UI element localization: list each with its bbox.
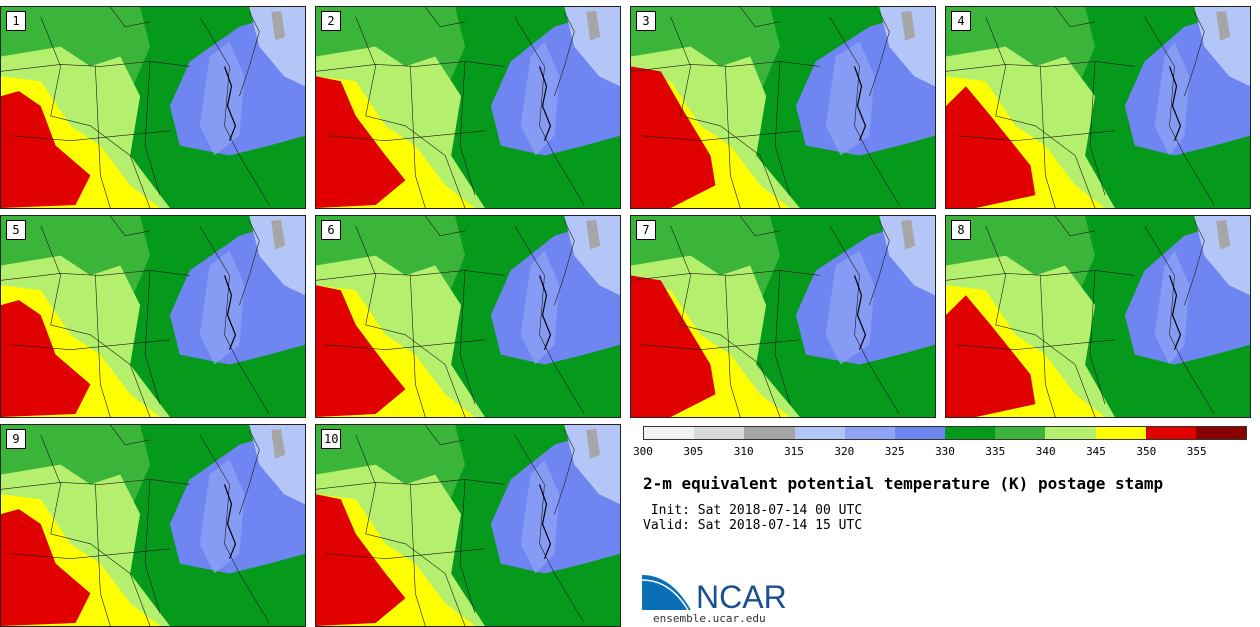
colorbar-tick-label: 355 xyxy=(1186,445,1207,458)
map-panel-7: 7 xyxy=(630,215,936,418)
colorbar-segment-310 xyxy=(744,427,795,439)
logo-text: NCAR xyxy=(696,579,787,612)
map-panel-2: 2 xyxy=(315,6,621,209)
colorbar-segment-350 xyxy=(1145,427,1196,439)
panel-number: 3 xyxy=(636,11,656,31)
colorbar-tick-label: 350 xyxy=(1136,445,1157,458)
colorbar-segment-320 xyxy=(844,427,895,439)
colorbar-tick-label: 305 xyxy=(683,445,704,458)
map-panel-10: 10 xyxy=(315,424,621,627)
panel-number: 8 xyxy=(951,220,971,240)
colorbar-tick-label: 340 xyxy=(1035,445,1056,458)
colorbar-segment-335 xyxy=(995,427,1046,439)
map-panel-8: 8 xyxy=(945,215,1251,418)
colorbar-segment-340 xyxy=(1045,427,1096,439)
colorbar-tick-label: 330 xyxy=(935,445,955,458)
colorbar-tick-label: 335 xyxy=(985,445,1006,458)
panel-number: 5 xyxy=(6,220,26,240)
init-time: Init: Sat 2018-07-14 00 UTC xyxy=(643,503,863,518)
colorbar-tick-label: 315 xyxy=(784,445,804,458)
panel-number: 2 xyxy=(321,11,341,31)
panel-number: 6 xyxy=(321,220,341,240)
colorbar-tick-label: 300 xyxy=(633,445,653,458)
colorbar-segment-345 xyxy=(1095,427,1146,439)
website-text: ensemble.ucar.edu xyxy=(653,612,766,625)
map-panel-9: 9 xyxy=(0,424,306,627)
colorbar-tick-label: 345 xyxy=(1086,445,1106,458)
map-panel-6: 6 xyxy=(315,215,621,418)
map-panel-4: 4 xyxy=(945,6,1251,209)
ncar-logo: NCAR xyxy=(642,573,787,612)
colorbar-segment-330 xyxy=(945,427,996,439)
figure-title: 2-m equivalent potential temperature (K)… xyxy=(643,474,1164,493)
colorbar-tick-label: 325 xyxy=(884,445,905,458)
panel-number: 4 xyxy=(951,11,971,31)
colorbar-segment-315 xyxy=(794,427,845,439)
colorbar-tick-label: 320 xyxy=(834,445,855,458)
map-panel-3: 3 xyxy=(630,6,936,209)
panel-number: 10 xyxy=(321,429,342,449)
colorbar-segment-305 xyxy=(694,427,745,439)
colorbar-segment-325 xyxy=(894,427,946,439)
panel-number: 9 xyxy=(6,429,26,449)
panel-number: 1 xyxy=(6,11,26,31)
colorbar-tick-label: 310 xyxy=(733,445,754,458)
panel-number: 7 xyxy=(636,220,656,240)
valid-time: Valid: Sat 2018-07-14 15 UTC xyxy=(643,518,863,533)
map-panel-1: 1 xyxy=(0,6,306,209)
colorbar xyxy=(643,426,1247,440)
colorbar-segment-355 xyxy=(1195,427,1247,439)
map-panel-5: 5 xyxy=(0,215,306,418)
colorbar-segment-300 xyxy=(644,427,695,439)
